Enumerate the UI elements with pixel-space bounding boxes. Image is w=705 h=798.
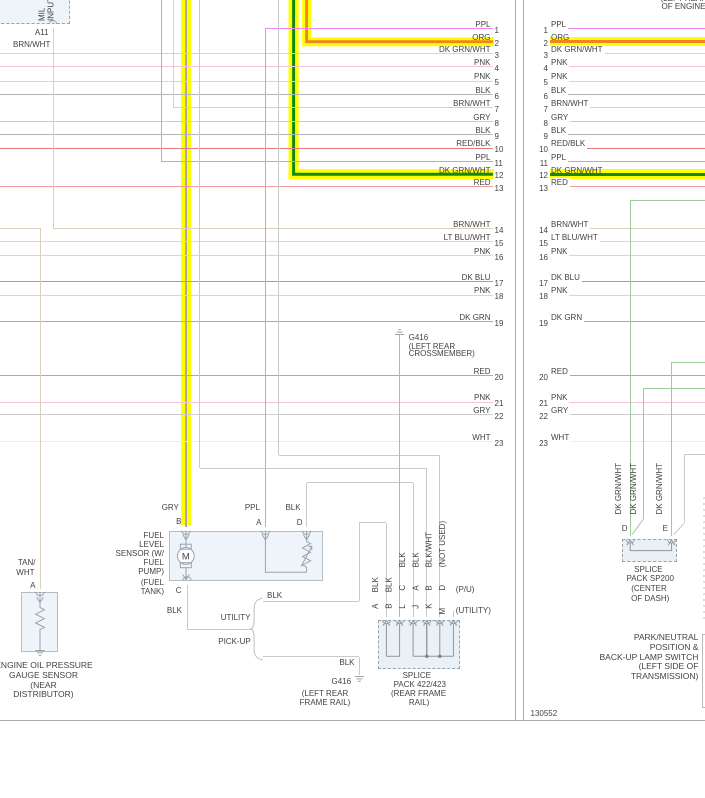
svg-text:DK GRN/WHT: DK GRN/WHT <box>614 463 623 515</box>
svg-text:DK GRN/WHT: DK GRN/WHT <box>655 463 664 515</box>
svg-text:B: B <box>425 585 434 590</box>
svg-text:MIL: MIL <box>38 7 47 21</box>
svg-text:INPUT: INPUT <box>47 0 56 21</box>
svg-text:B: B <box>384 603 393 608</box>
svg-text:BLK: BLK <box>384 577 393 593</box>
svg-text:M: M <box>438 608 447 615</box>
svg-text:(NOT USED): (NOT USED) <box>438 521 447 568</box>
svg-text:C: C <box>398 585 407 591</box>
svg-text:BLK: BLK <box>371 577 380 593</box>
svg-text:J: J <box>412 605 421 609</box>
svg-text:L: L <box>398 604 407 609</box>
svg-text:M: M <box>182 551 190 562</box>
svg-text:A: A <box>412 585 421 591</box>
svg-text:BLK: BLK <box>398 552 407 568</box>
svg-text:BLK: BLK <box>412 552 421 568</box>
svg-text:A: A <box>371 603 380 609</box>
svg-text:BLK/WHT: BLK/WHT <box>425 532 434 568</box>
svg-text:D: D <box>438 585 447 591</box>
svg-text:K: K <box>425 603 434 609</box>
svg-text:DK GRN/WHT: DK GRN/WHT <box>629 463 638 515</box>
